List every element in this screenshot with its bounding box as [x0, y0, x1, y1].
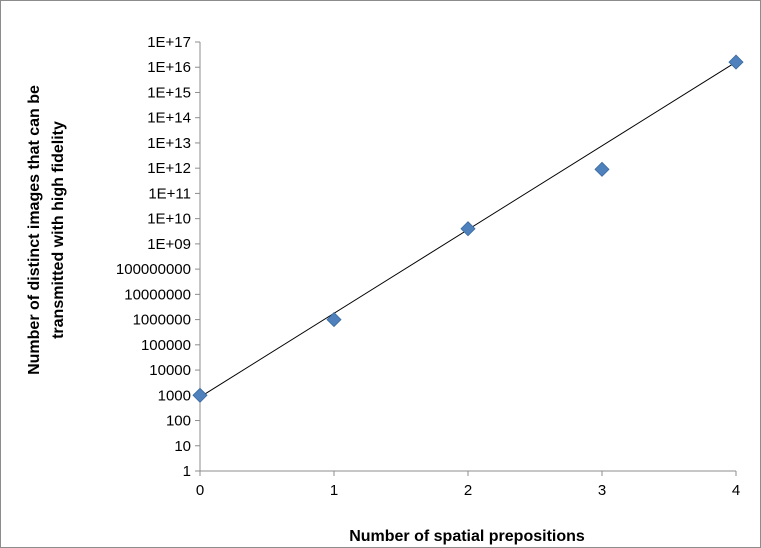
data-point-diamond — [728, 54, 744, 70]
x-tick-label: 3 — [598, 482, 606, 499]
y-tick-labels: 1 10 100 1000 10000 100000 1000000 10000000 1000… — [116, 34, 191, 480]
data-point-diamond — [594, 161, 610, 177]
x-tick-label: 0 — [196, 482, 204, 499]
y-tick-label: 10000000 — [124, 286, 191, 303]
x-tick-labels: 0 1 2 3 4 — [196, 482, 740, 499]
y-tick-label: 100000000 — [116, 261, 191, 278]
x-axis-title: Number of spatial prepositions — [349, 528, 585, 545]
data-point-diamond — [192, 387, 208, 403]
y-tick-label: 1E+13 — [147, 135, 191, 152]
x-tick-label: 2 — [464, 482, 472, 499]
y-tick-label: 100 — [166, 413, 191, 430]
y-tick-label: 1 — [183, 463, 191, 480]
y-tick-label: 1E+10 — [147, 211, 191, 228]
y-tick-label: 1000000 — [133, 312, 191, 329]
y-tick-label: 1E+17 — [147, 34, 191, 51]
y-tick-label: 1E+11 — [148, 185, 191, 202]
data-point-diamond — [326, 312, 342, 328]
y-tick-label: 10000 — [149, 362, 191, 379]
y-tick-label: 1E+14 — [147, 110, 191, 127]
y-tick-label: 1E+09 — [147, 236, 191, 253]
x-tick-label: 1 — [330, 482, 338, 499]
y-tick-label: 1000 — [158, 387, 191, 404]
y-tick-label: 1E+16 — [147, 59, 191, 76]
y-axis-title-line-2: transmitted with high fidelity — [50, 121, 67, 339]
axes — [195, 41, 737, 476]
y-tick-label: 10 — [174, 438, 191, 455]
data-points — [192, 54, 744, 403]
y-tick-label: 1E+15 — [147, 84, 191, 101]
y-tick-label: 100000 — [141, 337, 191, 354]
data-point-diamond — [460, 221, 476, 237]
y-tick-label: 1E+12 — [147, 160, 191, 177]
y-axis-title-line-1: Number of distinct images that can be — [26, 85, 43, 375]
x-tick-label: 4 — [732, 482, 740, 499]
